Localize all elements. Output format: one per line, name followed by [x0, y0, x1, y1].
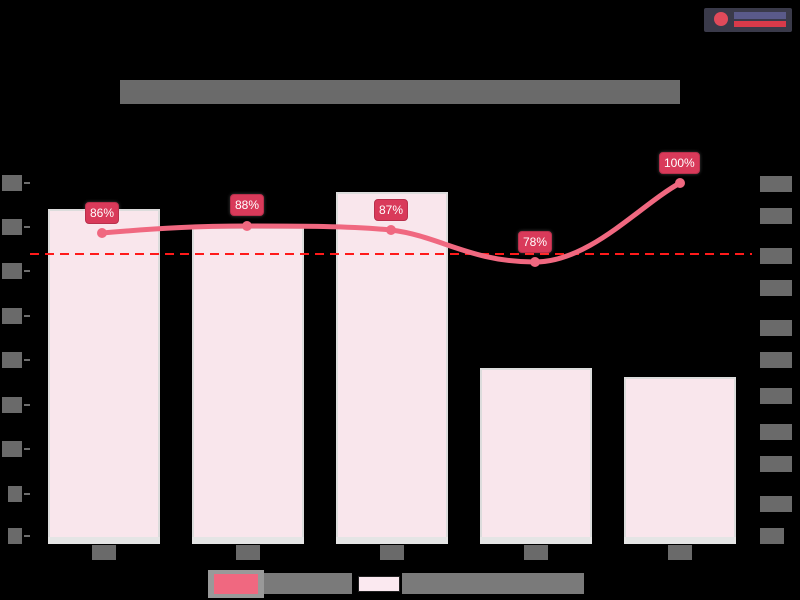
line-point — [675, 178, 685, 188]
brand-logo — [704, 8, 792, 32]
chart-legend — [208, 570, 584, 598]
right-axis-tick — [760, 424, 792, 440]
bar-base — [48, 537, 160, 544]
bar-base — [336, 537, 448, 544]
trend-line — [99, 180, 683, 265]
line-point — [97, 228, 107, 238]
right-axis-tick — [760, 456, 792, 472]
bar-base — [480, 537, 592, 544]
bar-2[interactable] — [192, 227, 304, 537]
legend-swatch-line[interactable] — [208, 570, 264, 598]
bar-base — [192, 537, 304, 544]
bar-3[interactable] — [336, 192, 448, 537]
bar-5[interactable] — [624, 377, 736, 537]
left-axis-tick — [2, 397, 22, 413]
x-axis-label — [92, 545, 116, 560]
left-axis-tick — [2, 308, 22, 324]
data-label: 86% — [85, 202, 120, 224]
logo-text-top — [734, 12, 786, 19]
bar-4[interactable] — [480, 368, 592, 537]
right-axis-tick — [760, 496, 792, 512]
right-axis-tick — [760, 208, 792, 224]
line-point — [242, 221, 252, 231]
data-label: 78% — [518, 231, 553, 253]
line-point — [530, 257, 540, 267]
logo-mark-icon — [714, 12, 728, 26]
left-axis-tick — [2, 219, 22, 235]
left-axis-tick — [2, 441, 22, 457]
legend-swatch-bar[interactable] — [358, 576, 400, 592]
data-label: 87% — [374, 199, 409, 221]
legend-label-bar[interactable] — [402, 573, 584, 594]
left-axis-ticks — [24, 182, 30, 537]
x-axis-label — [236, 545, 260, 560]
left-axis-tick — [2, 175, 22, 191]
data-label: 100% — [659, 152, 700, 174]
left-axis-tick — [2, 352, 22, 368]
line-point — [386, 225, 396, 235]
data-label: 88% — [230, 194, 265, 216]
left-axis-tick — [8, 486, 22, 502]
x-axis-label — [524, 545, 548, 560]
x-axis-label — [668, 545, 692, 560]
legend-label-line[interactable] — [264, 573, 352, 594]
left-axis-tick — [8, 528, 22, 544]
bar-base — [624, 537, 736, 544]
right-axis-tick — [760, 528, 784, 544]
right-axis-tick — [760, 248, 792, 264]
chart-title — [120, 80, 680, 104]
right-axis-tick — [760, 388, 792, 404]
x-axis-label — [380, 545, 404, 560]
left-axis-tick — [2, 263, 22, 279]
right-axis-tick — [760, 176, 792, 192]
logo-text-bottom — [734, 21, 786, 27]
right-axis-tick — [760, 280, 792, 296]
right-axis-tick — [760, 352, 792, 368]
right-axis-tick — [760, 320, 792, 336]
